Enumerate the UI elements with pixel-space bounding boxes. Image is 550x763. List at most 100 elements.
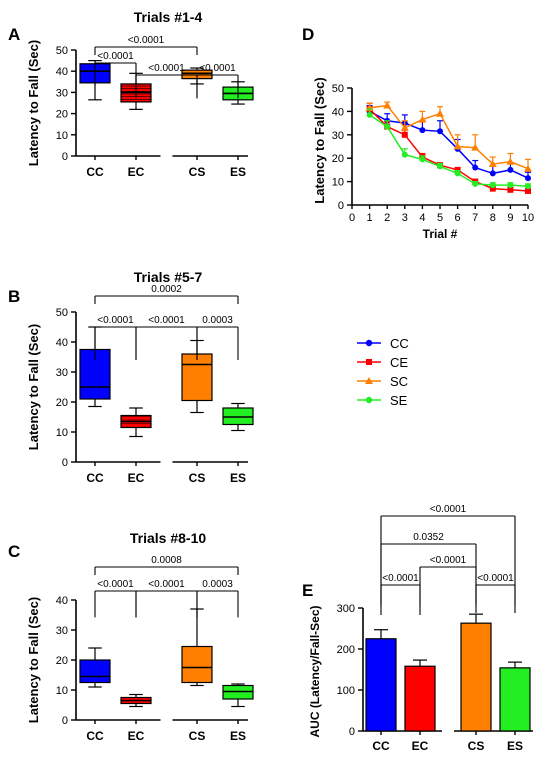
x-tick-label: EC	[128, 165, 145, 179]
data-point	[436, 109, 444, 117]
data-point	[454, 166, 461, 173]
box-cs	[181, 353, 213, 402]
y-tick-label: 10	[332, 177, 344, 189]
data-point	[506, 157, 515, 165]
legend-label: CC	[390, 336, 409, 351]
x-tick-label: 2	[384, 212, 390, 224]
x-tick-label: 7	[472, 212, 478, 224]
comparison-bracket-label: <0.0001	[477, 573, 514, 584]
panel-letter: B	[8, 287, 20, 306]
comparison-bracket-label: <0.0001	[97, 51, 134, 62]
legend-item: SE	[357, 393, 408, 408]
y-tick-label: 0	[338, 200, 344, 212]
comparison-bracket-label: <0.0001	[128, 35, 165, 46]
y-tick-label: 50	[56, 307, 68, 319]
data-point	[489, 170, 496, 177]
data-point	[454, 170, 461, 177]
legend-marker	[365, 377, 373, 384]
data-point	[524, 164, 532, 172]
y-tick-label: 100	[337, 685, 355, 697]
y-axis-label: Latency to Fall (Sec)	[26, 597, 41, 723]
x-tick-label: CS	[189, 471, 206, 485]
x-tick-label: 6	[455, 212, 461, 224]
x-tick-label: 0	[349, 212, 355, 224]
y-tick-label: 50	[56, 45, 68, 57]
box-body	[181, 353, 213, 402]
y-tick-label: 200	[337, 644, 355, 656]
y-tick-label: 20	[56, 109, 68, 121]
series-line	[369, 114, 529, 188]
series-se	[366, 108, 531, 190]
box-es	[222, 407, 254, 426]
x-tick-label: ES	[230, 165, 246, 179]
x-tick-label: 8	[490, 212, 496, 224]
y-tick-label: 30	[332, 130, 344, 142]
comparison-bracket-label: <0.0001	[97, 315, 134, 326]
comparison-bracket-label: <0.0001	[148, 315, 185, 326]
data-point	[401, 151, 408, 158]
data-point	[384, 123, 391, 130]
y-tick-label: 50	[332, 83, 344, 95]
bar-cs	[460, 622, 492, 732]
x-tick-label: 1	[367, 212, 373, 224]
x-tick-label: ES	[230, 729, 246, 743]
comparison-bracket-label: <0.0001	[199, 63, 236, 74]
data-point	[489, 185, 496, 192]
panel-letter: E	[302, 581, 313, 600]
comparison-bracket-label: <0.0001	[148, 63, 185, 74]
y-tick-label: 300	[337, 603, 355, 615]
legend-item: CC	[357, 336, 409, 351]
panel-title: Trials #1-4	[134, 9, 203, 25]
x-tick-label: 9	[507, 212, 513, 224]
x-tick-label: 5	[437, 212, 443, 224]
y-tick-label: 30	[56, 87, 68, 99]
y-tick-label: 0	[349, 726, 355, 738]
x-tick-label: CS	[189, 729, 206, 743]
bar-es	[499, 667, 531, 732]
box-body	[181, 645, 213, 684]
comparison-bracket-label: <0.0001	[430, 504, 467, 515]
x-tick-label: CC	[372, 739, 390, 753]
comparison-bracket-label: 0.0002	[151, 284, 182, 295]
comparison-bracket-label: 0.0003	[202, 579, 233, 590]
x-axis-label: Trial #	[423, 227, 458, 241]
y-tick-label: 40	[56, 337, 68, 349]
box-body	[79, 659, 111, 684]
legend-marker	[365, 396, 373, 404]
panel-title: Trials #8-10	[130, 530, 206, 546]
data-point	[525, 175, 531, 182]
data-point	[383, 101, 392, 109]
x-tick-label: CC	[86, 165, 104, 179]
x-tick-label: 3	[402, 212, 408, 224]
legend-item: CE	[357, 355, 408, 370]
comparison-bracket-label: <0.0001	[382, 573, 419, 584]
x-tick-label: 10	[522, 212, 534, 224]
box-ec	[120, 414, 152, 429]
legend-label: CE	[390, 355, 408, 370]
y-tick-label: 10	[56, 130, 68, 142]
data-point	[472, 164, 479, 171]
box-ec	[120, 696, 152, 705]
comparison-bracket-label: 0.0352	[413, 532, 444, 543]
bar-cc	[365, 638, 397, 732]
x-tick-label: CC	[86, 729, 104, 743]
legend-marker	[365, 339, 373, 347]
comparison-bracket-label: 0.0008	[151, 555, 182, 566]
panel-letter: A	[8, 25, 20, 44]
x-tick-label: EC	[128, 471, 145, 485]
series-line	[369, 110, 529, 179]
bar-ec	[404, 665, 436, 732]
y-tick-label: 20	[332, 153, 344, 165]
comparison-bracket-label: <0.0001	[430, 555, 467, 566]
y-tick-label: 40	[56, 595, 68, 607]
x-tick-label: CC	[86, 471, 104, 485]
legend-label: SE	[390, 393, 408, 408]
data-point	[489, 182, 496, 189]
y-axis-label: Latency to Fall (Sec)	[26, 324, 41, 450]
x-tick-label: CS	[468, 739, 485, 753]
comparison-bracket-label: 0.0003	[202, 315, 233, 326]
panel-title: Trials #5-7	[134, 269, 203, 285]
series-line	[369, 104, 529, 170]
y-tick-label: 10	[56, 427, 68, 439]
